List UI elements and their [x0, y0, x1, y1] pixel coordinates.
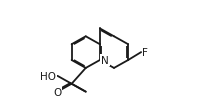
Text: N: N	[101, 56, 109, 65]
Text: O: O	[53, 87, 62, 97]
Text: HO: HO	[40, 71, 56, 81]
Text: F: F	[142, 48, 148, 58]
